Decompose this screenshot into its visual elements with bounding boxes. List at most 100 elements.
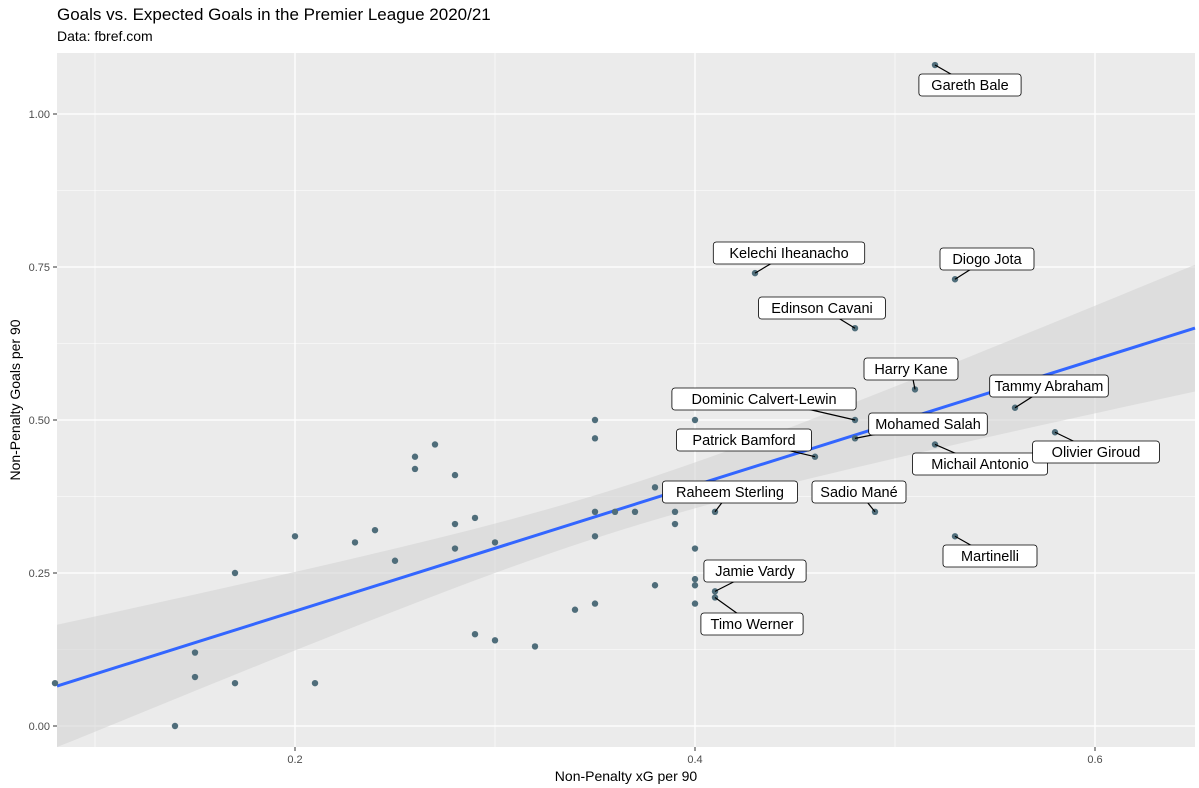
label-box	[863, 357, 959, 381]
data-point	[231, 679, 239, 687]
point-label: Timo Werner	[700, 596, 804, 636]
label-text: Mohamed Salah	[875, 417, 981, 433]
data-point	[51, 679, 59, 687]
label-box	[671, 387, 857, 411]
data-point	[591, 416, 599, 424]
label-box	[912, 452, 1048, 476]
label-text: Raheem Sterling	[676, 485, 784, 501]
chart-title: Goals vs. Expected Goals in the Premier …	[57, 5, 491, 24]
label-text: Michail Antonio	[931, 457, 1029, 473]
data-point	[431, 441, 439, 448]
label-box	[918, 73, 1022, 97]
point-label: Martinelli	[942, 535, 1038, 568]
point-label: Dominic Calvert-Lewin	[671, 387, 857, 421]
data-point	[471, 514, 479, 522]
data-point	[451, 520, 459, 528]
label-box	[662, 480, 798, 504]
label-box	[703, 559, 807, 583]
label-text: Edinson Cavani	[771, 301, 873, 317]
data-point	[591, 533, 599, 540]
data-point	[671, 520, 679, 528]
label-box	[712, 241, 866, 265]
data-point	[311, 679, 319, 687]
point-label: Michail Antonio	[912, 443, 1048, 476]
point-label: Mohamed Salah	[854, 412, 988, 439]
data-point	[451, 545, 459, 552]
data-point	[591, 508, 599, 515]
point-label: Tammy Abraham	[989, 374, 1109, 409]
data-point	[651, 484, 659, 491]
point-label: Jamie Vardy	[703, 559, 807, 592]
label-box	[676, 428, 812, 452]
data-point	[171, 722, 179, 730]
label-text: Olivier Giroud	[1052, 445, 1141, 461]
label-text: Timo Werner	[711, 617, 794, 633]
x-tick-label: 0.2	[287, 754, 302, 766]
point-label: Diogo Jota	[939, 247, 1035, 280]
label-box	[989, 374, 1109, 398]
point-label: Olivier Giroud	[1032, 431, 1160, 464]
data-point	[411, 465, 419, 473]
label-text: Tammy Abraham	[995, 379, 1104, 395]
label-box	[811, 480, 907, 504]
data-point	[351, 539, 359, 546]
label-box	[939, 247, 1035, 271]
label-text: Martinelli	[961, 549, 1019, 565]
data-point	[691, 575, 699, 583]
data-point	[691, 582, 699, 589]
point-label: Kelechi Iheanacho	[712, 241, 866, 274]
y-tick-label: 0.75	[29, 262, 50, 274]
data-point	[391, 557, 399, 564]
x-axis: 0.2 0.4 0.6	[287, 747, 1103, 766]
label-text: Jamie Vardy	[715, 564, 795, 580]
label-text: Diogo Jota	[952, 252, 1022, 268]
data-point	[671, 508, 679, 515]
data-point	[631, 508, 639, 515]
y-tick-label: 0.50	[29, 415, 50, 427]
data-point	[451, 471, 459, 479]
data-point	[371, 526, 379, 534]
point-labels: Raheem Sterling Jamie Vardy Timo Werner Kel…	[662, 64, 1160, 636]
label-text: Patrick Bamford	[692, 433, 795, 449]
y-tick-label: 0.00	[29, 721, 50, 733]
point-label: Raheem Sterling	[662, 480, 798, 513]
data-point	[691, 545, 699, 552]
data-point	[411, 453, 419, 460]
y-tick-label: 0.25	[29, 568, 50, 580]
point-label: Edinson Cavani	[758, 296, 886, 329]
y-axis-label: Non-Penalty Goals per 90	[7, 319, 23, 480]
data-point	[471, 631, 479, 638]
point-label: Sadio Mané	[811, 480, 907, 513]
data-point	[231, 569, 239, 577]
x-tick-label: 0.6	[1087, 754, 1102, 766]
label-text: Gareth Bale	[931, 78, 1008, 94]
data-point	[571, 606, 579, 613]
label-text: Kelechi Iheanacho	[729, 246, 848, 262]
data-point	[191, 649, 199, 656]
label-text: Dominic Calvert-Lewin	[691, 392, 836, 408]
x-axis-label: Non-Penalty xG per 90	[555, 768, 698, 784]
data-point	[651, 582, 659, 589]
data-point	[931, 441, 939, 448]
data-point	[611, 508, 619, 515]
label-box	[1032, 440, 1160, 464]
label-text: Harry Kane	[874, 362, 947, 378]
label-box	[868, 412, 988, 436]
data-point	[491, 539, 499, 546]
data-point	[591, 600, 599, 607]
data-point	[691, 600, 699, 607]
point-label: Patrick Bamford	[676, 428, 816, 458]
point-label: Gareth Bale	[918, 64, 1022, 97]
y-tick-label: 1.00	[29, 109, 50, 121]
point-label: Harry Kane	[863, 357, 959, 390]
x-tick-label: 0.4	[687, 754, 702, 766]
chart-subtitle: Data: fbref.com	[57, 28, 153, 44]
data-point	[191, 673, 199, 681]
data-point	[691, 416, 699, 424]
data-point	[491, 637, 499, 644]
label-box	[942, 544, 1038, 568]
y-axis: 0.00 0.25 0.50 0.75 1.00	[29, 109, 57, 733]
data-point	[531, 643, 539, 650]
data-point	[591, 435, 599, 442]
